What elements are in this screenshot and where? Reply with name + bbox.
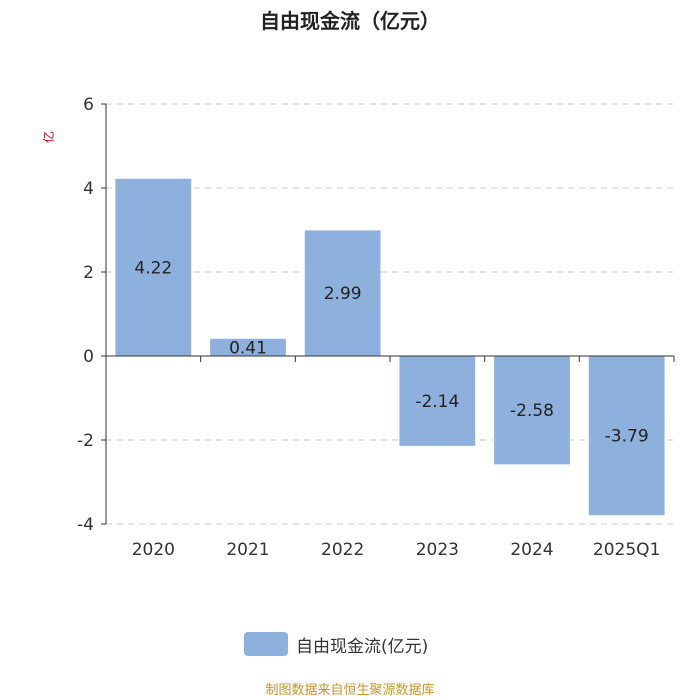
x-tick-label: 2024 <box>510 540 553 560</box>
x-tick-label: 2020 <box>132 540 175 560</box>
data-label: 2.99 <box>324 284 362 304</box>
x-tick-label: 2025Q1 <box>593 540 660 560</box>
data-label: 0.41 <box>229 338 267 358</box>
bar <box>115 178 192 356</box>
bar <box>399 356 476 446</box>
y-tick-labels: 6 4 2 0 -2 -4 <box>77 95 94 535</box>
bar <box>588 356 665 516</box>
y-tick-label: 6 <box>83 95 94 115</box>
y-tick-label: 0 <box>83 347 94 367</box>
bars <box>115 178 665 516</box>
x-tick-label: 2022 <box>321 540 364 560</box>
data-label: 4.22 <box>134 258 172 278</box>
bar <box>210 338 286 356</box>
x-tick-label: 2021 <box>226 540 269 560</box>
data-labels: 4.22 0.41 2.99 -2.14 -2.58 -3.79 <box>134 258 648 446</box>
legend-label: 自由现金流(亿元) <box>296 636 429 657</box>
legend[interactable]: 自由现金流(亿元) <box>244 630 428 658</box>
data-label: -3.79 <box>605 427 649 447</box>
x-tick-labels: 2020 2021 2022 2023 2024 2025Q1 <box>132 540 661 560</box>
source-note: 制图数据来自恒生聚源数据库 <box>265 683 435 698</box>
x-tick-label: 2023 <box>416 540 459 560</box>
y-tick-label: 2 <box>83 263 94 283</box>
gridlines <box>106 103 674 525</box>
data-label: -2.58 <box>510 401 554 421</box>
data-label: -2.14 <box>415 392 459 412</box>
axes <box>101 103 675 525</box>
y-tick-label: -2 <box>77 431 94 451</box>
bar <box>304 230 381 356</box>
y-tick-label: 4 <box>83 179 94 199</box>
bar <box>494 356 570 465</box>
y-tick-label: -4 <box>77 515 94 535</box>
y-axis-unit: 亿 <box>41 131 56 143</box>
legend-swatch <box>244 632 288 656</box>
chart-title: 自由现金流（亿元） <box>260 9 440 33</box>
